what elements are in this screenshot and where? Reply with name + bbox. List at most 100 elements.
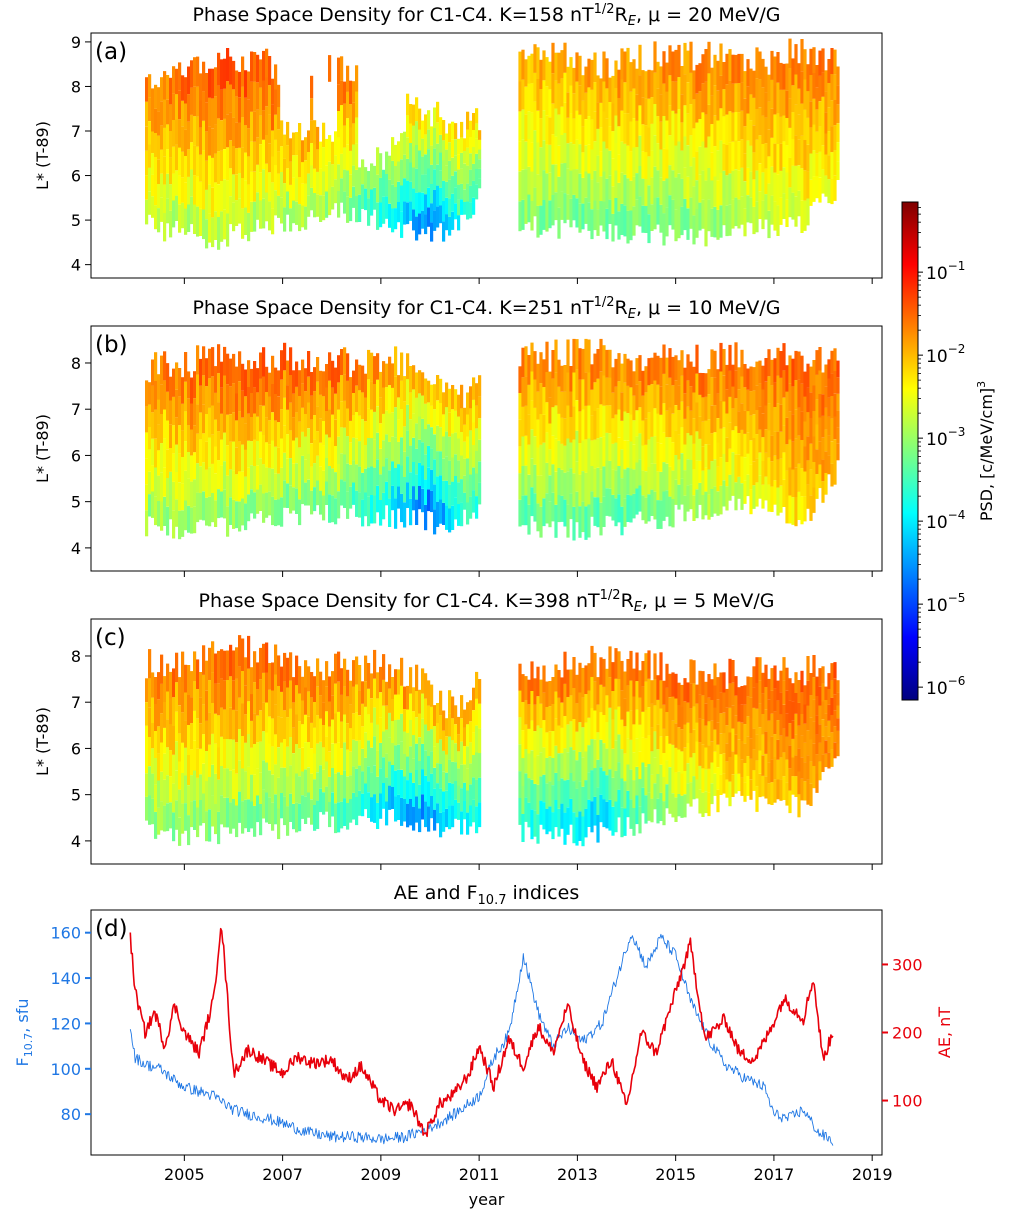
psd-strip	[572, 144, 576, 170]
psd-strip	[626, 764, 630, 791]
psd-strip	[689, 733, 693, 758]
psd-strip	[361, 472, 365, 500]
psd-strip	[436, 723, 440, 743]
psd-strip	[259, 647, 263, 680]
psd-strip	[518, 473, 522, 500]
psd-strip	[328, 55, 332, 82]
psd-strip	[551, 134, 555, 165]
psd-strip	[265, 366, 269, 392]
psd-strip	[587, 87, 591, 117]
psd-strip	[530, 53, 534, 84]
psd-strip	[752, 770, 756, 791]
psd-strip	[683, 794, 687, 818]
psd-strip	[728, 344, 732, 371]
psd-strip	[196, 404, 200, 434]
psd-strip	[734, 695, 738, 716]
left-tick-label: 80	[61, 1105, 81, 1124]
psd-strip	[259, 679, 263, 711]
psd-strip	[599, 712, 603, 740]
psd-strip	[157, 208, 161, 233]
psd-strip	[433, 809, 437, 831]
psd-strip	[334, 498, 338, 525]
psd-strip	[638, 135, 642, 166]
psd-strip	[545, 173, 549, 203]
psd-strip	[274, 764, 278, 795]
psd-strip	[803, 685, 807, 705]
psd-strip	[370, 673, 374, 699]
psd-strip	[157, 111, 161, 136]
psd-panel-a: Phase Space Density for C1-C4. K=158 nT1…	[33, 2, 883, 284]
psd-strip	[406, 733, 410, 757]
psd-strip	[163, 753, 167, 780]
psd-strip	[349, 127, 353, 151]
psd-strip	[277, 370, 281, 397]
psd-strip	[208, 213, 212, 243]
psd-strip	[253, 413, 257, 440]
psd-strip	[581, 75, 585, 101]
psd-strip	[454, 476, 458, 498]
psd-strip	[587, 372, 591, 406]
psd-strip	[256, 489, 260, 514]
psd-strip	[343, 454, 347, 482]
psd-strip	[704, 491, 708, 516]
psd-strip	[214, 713, 218, 744]
psd-strip	[575, 491, 579, 523]
psd-strip	[566, 143, 570, 169]
psd-strip	[466, 111, 470, 130]
psd-strip	[268, 114, 272, 144]
psd-strip	[169, 471, 173, 496]
psd-strip	[256, 54, 260, 83]
psd-strip	[521, 786, 525, 814]
title-text: R	[615, 4, 628, 26]
psd-strip	[196, 807, 200, 838]
psd-strip	[235, 174, 239, 201]
psd-strip	[430, 751, 434, 774]
psd-strip	[169, 424, 173, 448]
psd-strip	[478, 418, 482, 440]
psd-strip	[701, 421, 705, 447]
psd-strip	[205, 781, 209, 812]
psd-strip	[581, 757, 585, 787]
psd-strip	[472, 732, 476, 755]
psd-strip	[776, 459, 780, 488]
psd-strip	[557, 145, 561, 177]
psd-strip	[262, 198, 266, 229]
psd-strip	[382, 757, 386, 783]
psd-strip	[286, 385, 290, 410]
psd-strip	[274, 367, 278, 394]
psd-strip	[719, 140, 723, 173]
psd-strip	[436, 164, 440, 186]
psd-strip	[707, 419, 711, 445]
psd-strip	[415, 448, 419, 475]
psd-strip	[412, 687, 416, 712]
psd-strip	[217, 489, 221, 519]
psd-strip	[743, 685, 747, 705]
psd-strip	[325, 165, 329, 192]
psd-strip	[767, 101, 771, 130]
psd-strip	[235, 742, 239, 774]
psd-strip	[641, 395, 645, 421]
psd-strip	[436, 743, 440, 763]
psd-strip	[283, 425, 287, 453]
psd-strip	[415, 474, 419, 500]
psd-strip	[265, 732, 269, 763]
psd-strip	[340, 694, 344, 722]
psd-strip	[731, 430, 735, 453]
psd-strip	[584, 665, 588, 695]
psd-strip	[614, 115, 618, 143]
psd-strip	[343, 103, 347, 126]
psd-strip	[445, 165, 449, 182]
psd-strip	[463, 138, 467, 151]
psd-strip	[322, 396, 326, 421]
psd-strip	[827, 689, 831, 705]
psd-strip	[301, 431, 305, 456]
psd-strip	[800, 39, 804, 72]
psd-strip	[295, 132, 299, 156]
psd-strip	[295, 802, 299, 833]
psd-strip	[596, 378, 600, 409]
psd-strip	[472, 180, 476, 198]
psd-strip	[809, 717, 813, 740]
psd-strip	[442, 392, 446, 415]
psd-strip	[340, 748, 344, 775]
psd-strip	[554, 772, 558, 800]
